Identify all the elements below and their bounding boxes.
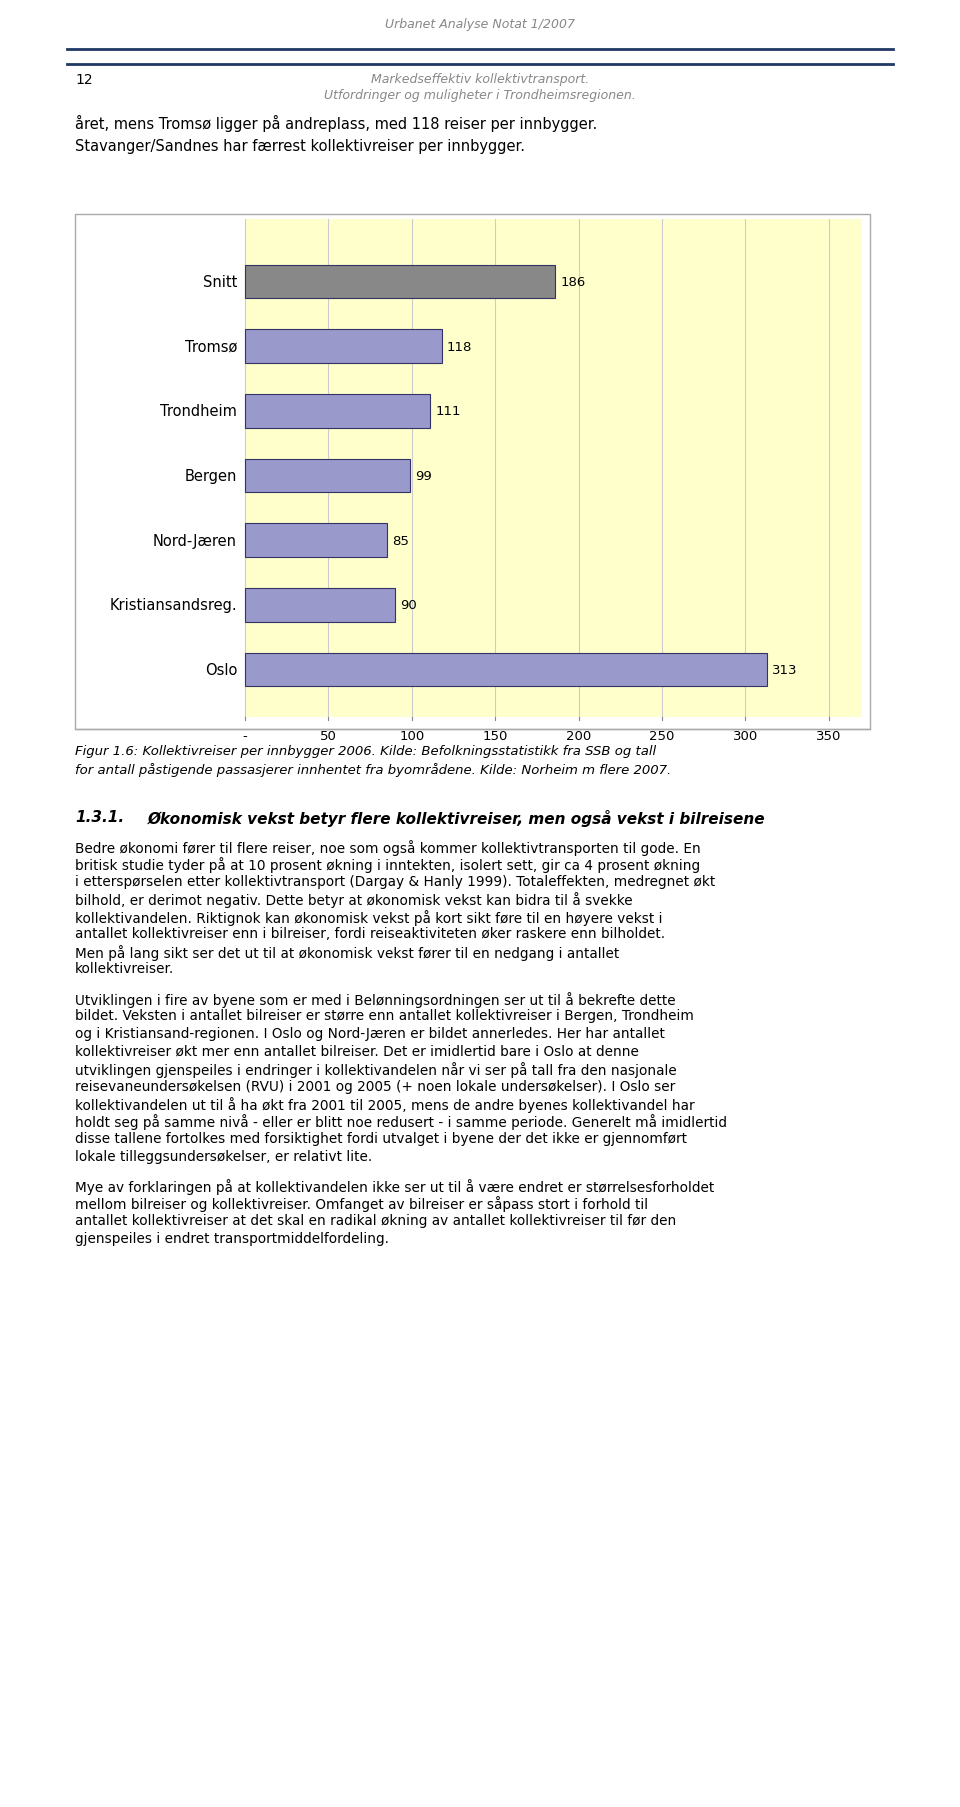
Text: bilhold, er derimot negativ. Dette betyr at økonomisk vekst kan bidra til å svek: bilhold, er derimot negativ. Dette betyr… [75, 893, 633, 907]
Text: mellom bilreiser og kollektivreiser. Omfanget av bilreiser er såpass stort i for: mellom bilreiser og kollektivreiser. Omf… [75, 1196, 648, 1212]
Text: -: - [243, 730, 248, 743]
Text: utviklingen gjenspeiles i endringer i kollektivandelen når vi ser på tall fra de: utviklingen gjenspeiles i endringer i ko… [75, 1061, 677, 1077]
Text: 186: 186 [561, 276, 586, 289]
Bar [245, 459, 410, 493]
Text: Mye av forklaringen på at kollektivandelen ikke ser ut til å være endret er stør: Mye av forklaringen på at kollektivandel… [75, 1178, 714, 1194]
Text: 90: 90 [400, 600, 417, 613]
Text: Bergen: Bergen [184, 468, 237, 484]
Text: Økonomisk vekst betyr flere kollektivreiser, men også vekst i bilreisene: Økonomisk vekst betyr flere kollektivrei… [148, 810, 766, 826]
Text: reisevaneundersøkelsen (RVU) i 2001 og 2005 (+ noen lokale undersøkelser). I Osl: reisevaneundersøkelsen (RVU) i 2001 og 2… [75, 1079, 675, 1093]
Bar [245, 589, 396, 622]
Text: bildet. Veksten i antallet bilreiser er større enn antallet kollektivreiser i Be: bildet. Veksten i antallet bilreiser er … [75, 1008, 694, 1023]
Text: 50: 50 [320, 730, 337, 743]
Text: gjenspeiles i endret transportmiddelfordeling.: gjenspeiles i endret transportmiddelford… [75, 1231, 389, 1245]
Text: Bedre økonomi fører til flere reiser, noe som også kommer kollektivtransporten t: Bedre økonomi fører til flere reiser, no… [75, 840, 701, 855]
Text: Men på lang sikt ser det ut til at økonomisk vekst fører til en nedgang i antall: Men på lang sikt ser det ut til at økono… [75, 945, 619, 961]
Text: Stavanger/Sandnes har færrest kollektivreiser per innbygger.: Stavanger/Sandnes har færrest kollektivr… [75, 139, 525, 154]
Text: Markedseffektiv kollektivtransport.: Markedseffektiv kollektivtransport. [371, 72, 589, 87]
Text: kollektivreiser økt mer enn antallet bilreiser. Det er imidlertid bare i Oslo at: kollektivreiser økt mer enn antallet bil… [75, 1044, 638, 1057]
Text: Nord-Jæren: Nord-Jæren [153, 533, 237, 548]
Text: 118: 118 [446, 340, 472, 354]
Text: kollektivandelen. Riktignok kan økonomisk vekst på kort sikt føre til en høyere : kollektivandelen. Riktignok kan økonomis… [75, 909, 662, 925]
Bar [245, 220, 862, 717]
Text: kollektivreiser.: kollektivreiser. [75, 961, 175, 976]
Text: lokale tilleggsundersøkelser, er relativt lite.: lokale tilleggsundersøkelser, er relativ… [75, 1149, 372, 1164]
Text: 250: 250 [649, 730, 675, 743]
Text: Snitt: Snitt [203, 275, 237, 289]
Text: 111: 111 [435, 405, 461, 417]
Bar [245, 394, 430, 428]
Text: britisk studie tyder på at 10 prosent økning i inntekten, isolert sett, gir ca 4: britisk studie tyder på at 10 prosent øk… [75, 857, 700, 873]
Text: for antall påstigende passasjerer innhentet fra byområdene. Kilde: Norheim m fle: for antall påstigende passasjerer innhen… [75, 763, 671, 777]
Text: kollektivandelen ut til å ha økt fra 2001 til 2005, mens de andre byenes kollekt: kollektivandelen ut til å ha økt fra 200… [75, 1097, 695, 1113]
Text: Oslo: Oslo [204, 663, 237, 678]
Bar [245, 654, 767, 687]
Text: antallet kollektivreiser enn i bilreiser, fordi reiseaktiviteten øker raskere en: antallet kollektivreiser enn i bilreiser… [75, 927, 665, 941]
Text: 100: 100 [399, 730, 424, 743]
Text: 150: 150 [483, 730, 508, 743]
Text: Trondheim: Trondheim [160, 405, 237, 419]
Text: 350: 350 [816, 730, 841, 743]
Text: 313: 313 [772, 663, 798, 678]
Bar [245, 331, 442, 363]
Text: Urbanet Analyse Notat 1/2007: Urbanet Analyse Notat 1/2007 [385, 18, 575, 31]
Text: Figur 1.6: Kollektivreiser per innbygger 2006. Kilde: Befolkningsstatistikk fra : Figur 1.6: Kollektivreiser per innbygger… [75, 744, 656, 757]
Text: året, mens Tromsø ligger på andreplass, med 118 reiser per innbygger.: året, mens Tromsø ligger på andreplass, … [75, 116, 597, 132]
Text: antallet kollektivreiser at det skal en radikal økning av antallet kollektivreis: antallet kollektivreiser at det skal en … [75, 1212, 676, 1227]
Text: Utfordringer og muligheter i Trondheimsregionen.: Utfordringer og muligheter i Trondheimsr… [324, 89, 636, 101]
Bar [75, 215, 870, 730]
Text: i etterspørselen etter kollektivtransport (Dargay & Hanly 1999). Totaleffekten, : i etterspørselen etter kollektivtranspor… [75, 875, 715, 889]
Bar [245, 524, 387, 558]
Text: Utviklingen i fire av byene som er med i Belønningsordningen ser ut til å bekref: Utviklingen i fire av byene som er med i… [75, 992, 676, 1006]
Text: og i Kristiansand-regionen. I Oslo og Nord-Jæren er bildet annerledes. Her har a: og i Kristiansand-regionen. I Oslo og No… [75, 1026, 665, 1041]
Text: Kristiansandsreg.: Kristiansandsreg. [109, 598, 237, 613]
Text: Tromsø: Tromsø [184, 340, 237, 354]
Text: 12: 12 [75, 72, 92, 87]
Text: 99: 99 [415, 470, 432, 482]
Text: 1.3.1.: 1.3.1. [75, 810, 124, 824]
Text: 85: 85 [392, 535, 409, 548]
Text: 200: 200 [565, 730, 591, 743]
Text: holdt seg på samme nivå - eller er blitt noe redusert - i samme periode. Generel: holdt seg på samme nivå - eller er blitt… [75, 1113, 727, 1129]
Bar [245, 266, 555, 298]
Text: 300: 300 [732, 730, 757, 743]
Text: disse tallene fortolkes med forsiktighet fordi utvalget i byene der det ikke er : disse tallene fortolkes med forsiktighet… [75, 1131, 687, 1146]
